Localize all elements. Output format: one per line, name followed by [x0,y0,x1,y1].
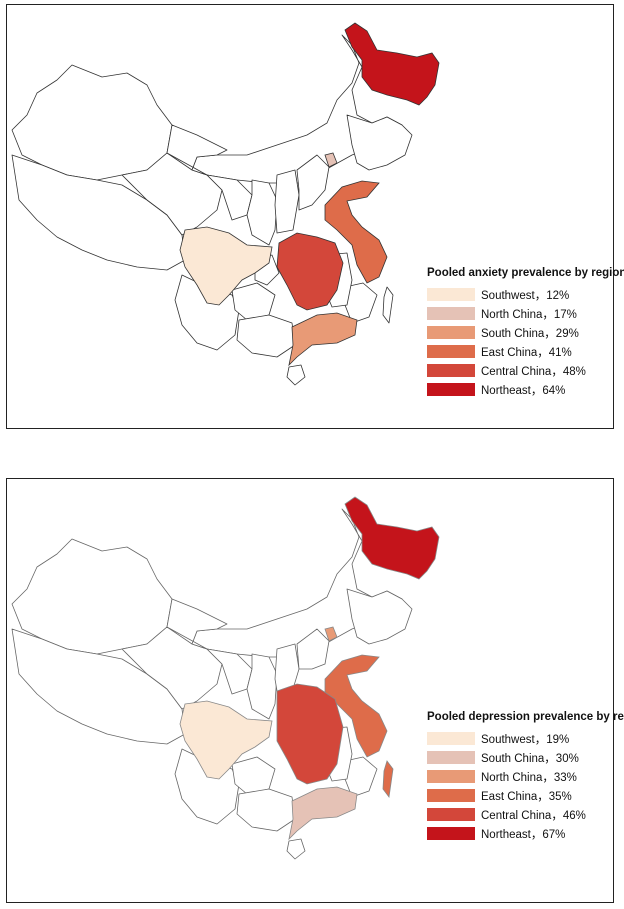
legend-label: South China，30% [481,752,579,765]
legend-label: Southwest，19% [481,733,570,746]
province-hebei [296,154,330,211]
province-hebei [296,628,330,670]
legend-swatch [427,326,475,339]
region-taiwan [382,760,394,799]
province-hainan [286,838,306,860]
province-gansu [166,124,253,221]
legend-item-central-china: Central China，48% [427,361,624,380]
legend-swatch [427,732,475,745]
depression-map-panel: Pooled depression prevalence by region S… [6,478,624,903]
province-guangxi [236,314,296,358]
province-shanxi [274,169,300,234]
province-qinghai [121,152,223,236]
legend-label: North China，17% [481,308,577,321]
region-south-china [288,312,358,367]
legend-item-central-china: Central China，46% [427,805,624,824]
province-guangxi [236,788,296,832]
legend-item-southwest: Southwest，12% [427,285,624,304]
legend-swatch [427,383,475,396]
legend-swatch [427,288,475,301]
legend-item-east-china: East China，35% [427,786,624,805]
legend-item-northeast: Northeast，67% [427,824,624,843]
anxiety-legend: Pooled anxiety prevalence by region Sout… [427,267,624,399]
legend-swatch [427,789,475,802]
depression-china-map [11,496,440,860]
province-taiwan [382,286,394,324]
legend-label: Northeast，67% [481,828,566,841]
legend-label: Southwest，12% [481,289,570,302]
legend-item-south-china: South China，30% [427,748,624,767]
region-north-china [324,152,338,168]
legend-item-east-china: East China，41% [427,342,624,361]
legend-label: Central China，46% [481,809,586,822]
legend-item-southwest: Southwest，19% [427,729,624,748]
legend-item-northeast: Northeast，64% [427,380,624,399]
legend-title: Pooled anxiety prevalence by region [427,267,624,279]
region-southwest [179,226,273,306]
legend-label: East China，41% [481,346,572,359]
province-qinghai [121,626,223,710]
legend-label: North China，33% [481,771,577,784]
legend-swatch [427,307,475,320]
region-northeast [344,496,440,580]
anxiety-china-map [11,22,440,386]
depression-legend: Pooled depression prevalence by region S… [427,711,624,843]
province-liaoning-jilin [346,588,413,645]
region-central-china [276,232,344,311]
region-north-china [324,626,338,642]
legend-label: East China，35% [481,790,572,803]
anxiety-map-panel: Pooled anxiety prevalence by region Sout… [6,4,624,429]
legend-item-south-china: South China，29% [427,323,624,342]
legend-item-north-china: North China，17% [427,304,624,323]
legend-swatch [427,364,475,377]
province-hainan [286,364,306,386]
region-east-china [324,654,388,758]
legend-swatch [427,345,475,358]
legend-label: Northeast，64% [481,384,566,397]
region-northeast [344,22,440,106]
legend-swatch [427,808,475,821]
legend-item-north-china: North China，33% [427,767,624,786]
province-gansu [166,598,253,695]
legend-swatch [427,770,475,783]
legend-label: Central China，48% [481,365,586,378]
legend-swatch [427,751,475,764]
legend-label: South China，29% [481,327,579,340]
region-south-china [288,786,358,841]
province-liaoning-jilin [346,114,413,171]
legend-swatch [427,827,475,840]
region-southwest [179,700,273,780]
province-shanxi [274,643,300,692]
region-east-china [324,180,388,284]
legend-title: Pooled depression prevalence by region [427,711,624,723]
province-shaanxi [246,653,278,720]
region-central-china [276,683,344,785]
province-shaanxi [246,179,278,246]
